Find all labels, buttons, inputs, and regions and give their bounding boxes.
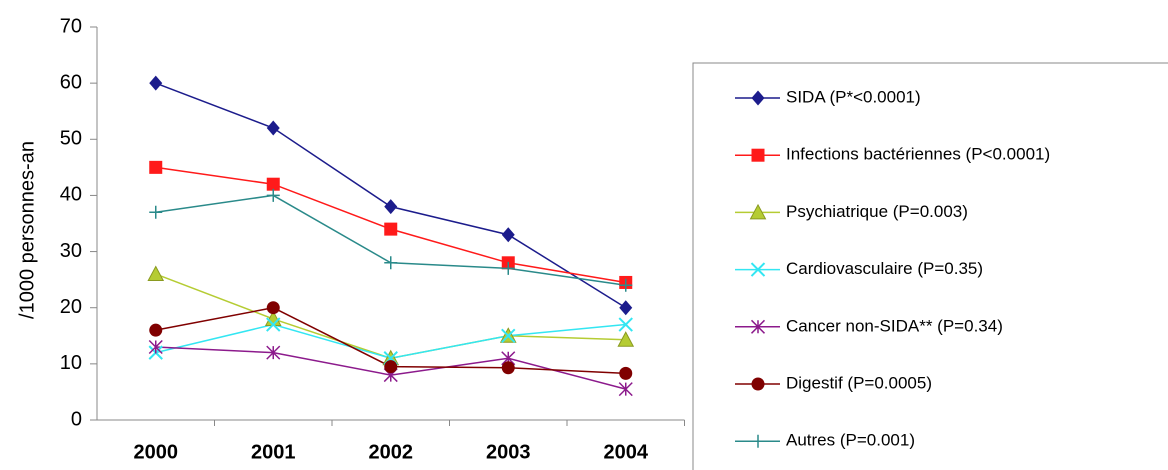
marker xyxy=(619,278,633,292)
marker xyxy=(266,317,281,332)
y-tick-label: 20 xyxy=(60,296,82,318)
legend-label: Digestif (P=0.0005) xyxy=(786,373,932,392)
marker xyxy=(384,256,398,270)
x-tick-label: 2001 xyxy=(251,441,296,463)
legend-label: SIDA (P*<0.0001) xyxy=(786,87,921,106)
marker xyxy=(266,177,280,191)
x-tick-label: 2003 xyxy=(486,441,531,463)
marker xyxy=(501,227,515,243)
marker xyxy=(619,366,633,380)
legend-label: Cardiovasculaire (P=0.35) xyxy=(786,259,983,278)
marker xyxy=(384,199,398,215)
marker xyxy=(751,90,765,106)
legend-label: Autres (P=0.001) xyxy=(786,431,915,450)
marker xyxy=(266,120,280,136)
marker xyxy=(501,328,516,343)
y-tick-label: 40 xyxy=(60,184,82,206)
marker xyxy=(266,301,280,315)
legend-label: Infections bactériennes (P<0.0001) xyxy=(786,145,1050,164)
marker xyxy=(384,360,398,374)
y-tick-label: 50 xyxy=(60,128,82,150)
marker xyxy=(751,148,765,162)
marker xyxy=(750,319,766,334)
y-tick-label: 10 xyxy=(60,352,82,374)
y-tick-label: 30 xyxy=(60,240,82,262)
marker xyxy=(148,339,163,355)
marker xyxy=(751,377,765,391)
x-tick-label: 2002 xyxy=(369,441,414,463)
marker xyxy=(149,160,163,174)
y-tick-label: 70 xyxy=(60,15,82,37)
y-tick-label: 0 xyxy=(71,408,82,430)
marker xyxy=(619,300,633,316)
marker xyxy=(149,323,163,337)
x-tick-label: 2004 xyxy=(604,441,649,463)
x-tick-label: 2000 xyxy=(134,441,179,463)
marker xyxy=(749,203,767,220)
marker xyxy=(618,382,633,397)
marker xyxy=(147,265,165,282)
marker xyxy=(750,262,766,277)
marker xyxy=(384,222,398,236)
legend-label: Psychiatrique (P=0.003) xyxy=(786,202,968,221)
marker xyxy=(149,205,163,219)
marker xyxy=(149,75,163,91)
y-tick-label: 60 xyxy=(60,71,82,93)
legend-box xyxy=(692,62,1168,470)
marker xyxy=(617,331,635,347)
marker xyxy=(266,345,281,360)
legend-label: Cancer non-SIDA** (P=0.34) xyxy=(786,316,1003,335)
y-axis-title: /1000 personnes-an xyxy=(16,141,38,319)
marker xyxy=(266,188,280,202)
marker xyxy=(501,361,515,375)
marker xyxy=(618,317,633,332)
marker xyxy=(501,261,515,275)
marker xyxy=(751,434,765,448)
series-line xyxy=(155,82,627,309)
